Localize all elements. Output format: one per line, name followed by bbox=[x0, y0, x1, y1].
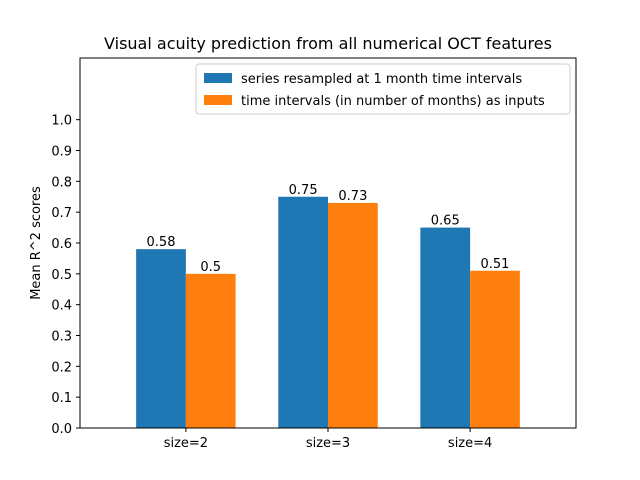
y-axis-ticks: 0.0 0.1 0.2 0.3 0.4 0.5 0.6 0.7 0.8 0.9 1.0 bbox=[51, 114, 80, 437]
y-tick-label: 0.1 bbox=[51, 391, 72, 406]
y-tick-label: 0.3 bbox=[51, 330, 72, 345]
bar-series-2-size=4 bbox=[470, 270, 520, 428]
plot-frame bbox=[79, 57, 577, 429]
y-tick-label: 0.7 bbox=[51, 206, 72, 221]
bar-value-label: 0.51 bbox=[481, 257, 510, 272]
legend-swatch bbox=[204, 95, 232, 105]
legend-frame bbox=[195, 63, 571, 115]
y-tick-label: 0.9 bbox=[51, 145, 72, 160]
x-tick-label: size=2 bbox=[164, 436, 208, 451]
bar-value-label: 0.75 bbox=[289, 183, 318, 198]
bar-value-label: 0.58 bbox=[147, 235, 176, 250]
y-tick-label: 0.6 bbox=[51, 237, 72, 252]
y-axis-title: Mean R^2 scores bbox=[29, 186, 44, 300]
x-axis-ticks: size=2 size=3 size=4 bbox=[164, 428, 492, 451]
bar-value-label: 0.5 bbox=[200, 260, 221, 275]
bar-series-1-size=4 bbox=[420, 227, 471, 428]
legend: series resampled at 1 month time interva… bbox=[195, 63, 571, 115]
y-tick-label: 1.0 bbox=[51, 114, 72, 129]
legend-swatch bbox=[204, 73, 232, 83]
bar-series-2-size=3 bbox=[328, 202, 378, 428]
legend-entry-label: time intervals (in number of months) as … bbox=[241, 94, 545, 109]
bar-value-label: 0.65 bbox=[431, 214, 460, 229]
chart-title: Visual acuity prediction from all numeri… bbox=[104, 34, 552, 53]
y-tick-label: 0.2 bbox=[51, 360, 72, 375]
bar-value-label: 0.73 bbox=[338, 189, 367, 204]
y-tick-label: 0.4 bbox=[51, 299, 72, 314]
y-tick-label: 0.5 bbox=[51, 268, 72, 283]
x-tick-label: size=3 bbox=[306, 436, 350, 451]
x-tick-label: size=4 bbox=[448, 436, 492, 451]
bar-series-1-size=3 bbox=[278, 196, 328, 428]
bar-series-2-size=2 bbox=[185, 273, 236, 428]
bar-series-1-size=2 bbox=[136, 249, 186, 428]
y-tick-label: 0.0 bbox=[51, 422, 72, 437]
bar-labels-layer: 0.58 0.75 0.65 0.5 0.73 0.51 bbox=[147, 183, 510, 275]
legend-entry-label: series resampled at 1 month time interva… bbox=[241, 72, 522, 87]
bars-layer bbox=[136, 196, 520, 428]
y-tick-label: 0.8 bbox=[51, 175, 72, 190]
